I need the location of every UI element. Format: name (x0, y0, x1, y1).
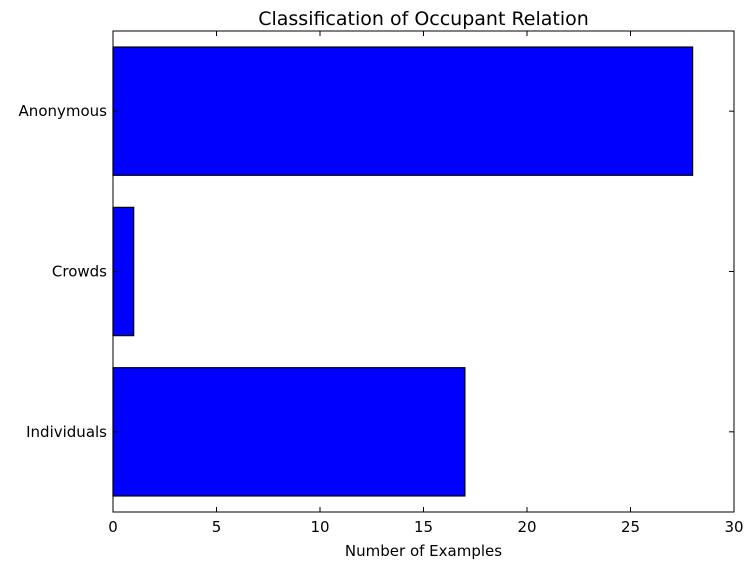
y-tick-label-individuals: Individuals (26, 423, 107, 441)
x-tick-label: 0 (108, 518, 118, 536)
x-tick-label: 20 (517, 518, 536, 536)
bar-individuals (112, 367, 466, 497)
x-tick-label: 15 (414, 518, 433, 536)
x-tick-label: 30 (724, 518, 743, 536)
y-tick-label-crowds: Crowds (52, 263, 107, 281)
x-tick-label: 25 (621, 518, 640, 536)
x-tick-label: 10 (310, 518, 329, 536)
bar-anonymous (112, 46, 694, 176)
chart-title: Classification of Occupant Relation (258, 8, 589, 30)
bars-group (112, 46, 694, 497)
y-tick-labels: Anonymous Crowds Individuals (19, 102, 108, 441)
y-tick-label-anonymous: Anonymous (19, 102, 108, 120)
x-axis-label: Number of Examples (345, 542, 502, 560)
plot-frame (112, 30, 735, 513)
x-tick-labels: 0 5 10 15 20 25 30 (108, 518, 743, 536)
x-tick-label: 5 (212, 518, 222, 536)
